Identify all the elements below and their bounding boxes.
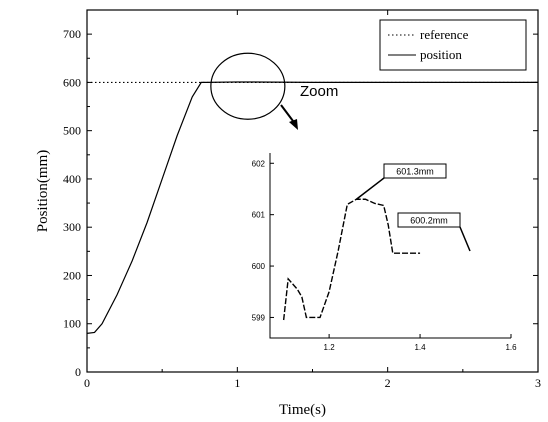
legend-label-position: position <box>420 47 462 62</box>
inset-y-tick-label: 599 <box>252 313 266 322</box>
y-axis-label: Position(mm) <box>35 150 51 233</box>
legend-box <box>379 19 527 71</box>
inset-axes <box>269 153 511 339</box>
callout-box-steady <box>397 212 461 228</box>
x-axis-label: Time(s) <box>279 402 326 418</box>
y-tick-label: 200 <box>63 268 81 282</box>
zoom-inset-plot: 599 600 601 602 1.2 1.4 1.6 601.3mm 600.2mm <box>252 153 517 352</box>
callout-label-steady: 600.2mm <box>410 216 448 226</box>
callout-leader-peak <box>355 177 385 200</box>
zoom-arrow-head <box>289 119 298 130</box>
main-plot: 0 100 200 300 400 500 600 700 0 1 2 3 Time(s) Positio… <box>35 9 541 418</box>
y-tick-label: 0 <box>75 365 81 379</box>
inset-x-tick-label: 1.6 <box>505 343 517 352</box>
inset-series-line <box>282 198 421 321</box>
zoom-circle <box>210 52 286 120</box>
callout-box-peak <box>383 163 447 179</box>
x-tick-label: 3 <box>535 376 541 390</box>
y-tick-label: 300 <box>63 220 81 234</box>
callout-leader-steady <box>459 226 471 252</box>
inset-x-tick-label: 1.4 <box>414 343 426 352</box>
inset-x-tick-label: 1.2 <box>324 343 336 352</box>
callout-label-peak: 601.3mm <box>396 167 434 177</box>
y-tick-label: 700 <box>63 27 81 41</box>
y-tick-label: 400 <box>63 172 81 186</box>
x-tick-label: 0 <box>84 376 90 390</box>
inset-y-tick-label: 602 <box>252 159 266 168</box>
x-tick-label: 1 <box>234 376 240 390</box>
inset-y-tick-label: 600 <box>252 262 266 271</box>
x-tick-label: 2 <box>385 376 391 390</box>
y-tick-label: 500 <box>63 124 81 138</box>
series-line-position <box>86 81 538 334</box>
zoom-label: Zoom <box>300 83 338 100</box>
inset-y-tick-label: 601 <box>252 211 266 220</box>
y-tick-label: 100 <box>63 317 81 331</box>
y-tick-label: 600 <box>63 75 81 89</box>
legend-label-reference: reference <box>420 27 469 42</box>
